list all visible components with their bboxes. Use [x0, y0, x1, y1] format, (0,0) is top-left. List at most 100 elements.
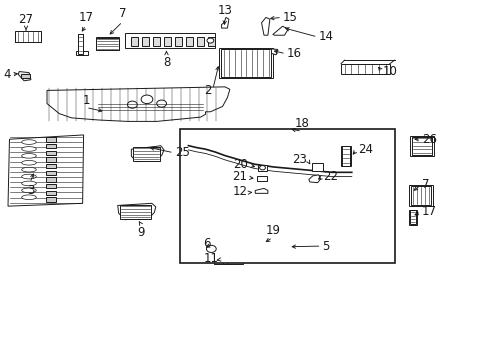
Bar: [78, 34, 82, 54]
Bar: [180, 129, 394, 263]
Text: 14: 14: [318, 31, 333, 44]
Text: 4: 4: [3, 68, 10, 81]
Polygon shape: [8, 135, 83, 206]
Bar: [203, 239, 220, 258]
Bar: [341, 146, 349, 166]
Text: 13: 13: [217, 4, 232, 17]
Text: 23: 23: [291, 153, 306, 166]
Text: 12: 12: [232, 185, 247, 198]
Bar: [409, 136, 433, 156]
Bar: [222, 254, 227, 264]
Bar: [45, 171, 56, 175]
Bar: [96, 37, 119, 50]
Text: 1: 1: [82, 94, 90, 107]
Bar: [213, 257, 243, 264]
Bar: [186, 37, 193, 46]
Bar: [340, 64, 389, 75]
Circle shape: [259, 166, 265, 170]
Ellipse shape: [21, 161, 36, 165]
Text: 27: 27: [19, 13, 34, 26]
Bar: [45, 177, 56, 181]
Polygon shape: [308, 175, 320, 183]
Bar: [96, 38, 119, 50]
Bar: [15, 31, 41, 42]
Bar: [408, 210, 416, 225]
Text: 2: 2: [204, 84, 211, 97]
Bar: [142, 37, 149, 46]
Text: 3: 3: [27, 184, 35, 197]
Bar: [21, 74, 30, 78]
Text: 9: 9: [137, 226, 144, 239]
Bar: [45, 164, 56, 168]
Text: 17: 17: [79, 11, 93, 24]
Ellipse shape: [21, 147, 36, 151]
Bar: [78, 34, 82, 54]
Text: 19: 19: [264, 224, 280, 237]
Bar: [408, 185, 432, 206]
Bar: [409, 211, 415, 224]
Polygon shape: [255, 188, 267, 193]
Bar: [411, 137, 431, 154]
Ellipse shape: [21, 188, 36, 193]
Polygon shape: [131, 145, 163, 162]
Bar: [208, 37, 215, 46]
Bar: [45, 184, 56, 188]
Polygon shape: [221, 17, 228, 28]
Ellipse shape: [21, 181, 36, 186]
Text: 22: 22: [323, 170, 338, 183]
Ellipse shape: [21, 154, 36, 158]
Ellipse shape: [21, 167, 36, 172]
Bar: [219, 48, 272, 78]
Bar: [45, 144, 56, 148]
Ellipse shape: [21, 195, 36, 199]
Bar: [256, 243, 268, 245]
Ellipse shape: [21, 174, 36, 179]
Text: 10: 10: [382, 65, 397, 78]
Text: 8: 8: [163, 56, 170, 69]
Bar: [311, 163, 322, 171]
Polygon shape: [118, 203, 156, 220]
Polygon shape: [47, 87, 229, 121]
Bar: [221, 49, 271, 77]
Text: 24: 24: [357, 143, 372, 156]
Bar: [45, 197, 56, 202]
Circle shape: [206, 245, 216, 252]
Bar: [258, 165, 266, 171]
Circle shape: [206, 38, 213, 43]
Text: 20: 20: [233, 158, 248, 171]
Polygon shape: [18, 72, 31, 81]
Text: 18: 18: [294, 117, 309, 130]
Bar: [76, 51, 88, 55]
Polygon shape: [267, 49, 277, 55]
Bar: [45, 157, 56, 162]
Bar: [175, 37, 182, 46]
Text: 7: 7: [421, 178, 428, 191]
Circle shape: [127, 101, 137, 108]
Text: 21: 21: [232, 170, 247, 184]
Bar: [131, 37, 138, 46]
Circle shape: [141, 95, 153, 104]
Text: 25: 25: [174, 146, 189, 159]
Bar: [45, 138, 56, 142]
Text: 26: 26: [421, 133, 436, 146]
Text: 16: 16: [286, 47, 301, 60]
Text: 11: 11: [203, 252, 219, 265]
Bar: [197, 37, 204, 46]
Polygon shape: [261, 17, 269, 35]
Text: 7: 7: [119, 7, 126, 20]
Bar: [45, 190, 56, 195]
Bar: [164, 37, 171, 46]
Bar: [45, 151, 56, 155]
Circle shape: [157, 100, 166, 107]
Text: 17: 17: [421, 205, 436, 218]
Polygon shape: [272, 26, 288, 35]
Text: 15: 15: [283, 11, 297, 24]
Bar: [125, 33, 215, 48]
Text: 6: 6: [203, 237, 210, 251]
Text: 5: 5: [322, 239, 329, 253]
Bar: [120, 205, 151, 219]
Bar: [153, 37, 160, 46]
Polygon shape: [283, 241, 289, 262]
Ellipse shape: [21, 140, 36, 144]
Bar: [410, 186, 430, 205]
